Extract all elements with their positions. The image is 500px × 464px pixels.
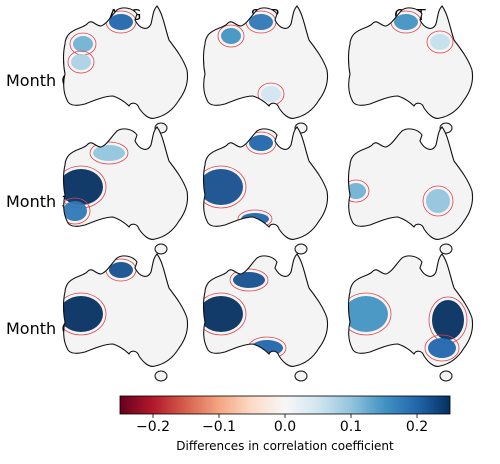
tasmania: [439, 370, 453, 382]
map-panel: [202, 126, 329, 255]
significance-contour: [348, 179, 370, 203]
australia-landmass: [348, 127, 473, 240]
significance-contour: [348, 292, 392, 336]
tasmania: [154, 243, 168, 255]
anomaly-region: [63, 169, 103, 205]
colorbar-ticks: −0.2 −0.1 0.0 0.1 0.2: [136, 414, 428, 435]
anomaly-region: [430, 34, 450, 50]
significance-contour: [426, 30, 454, 54]
colorbar: −0.2 −0.1 0.0 0.1 0.2 Differences in correla…: [119, 395, 451, 453]
anomaly-region: [348, 183, 366, 199]
anomaly-region: [203, 296, 243, 332]
colorbar-tick-label: 0.1: [340, 419, 362, 435]
colorbar-tick-label: −0.2: [136, 419, 170, 435]
anomaly-region: [394, 14, 418, 30]
map-panels: [62, 5, 474, 382]
anomaly-region: [233, 272, 265, 288]
significance-contour: [422, 185, 454, 217]
row-label: Month 3: [6, 192, 71, 211]
anomaly-layer: [63, 258, 137, 336]
map-panel: [62, 253, 189, 382]
significance-contour: [89, 141, 129, 165]
significance-contour: [203, 165, 247, 209]
tasmania: [439, 243, 453, 255]
significance-contour: [67, 50, 95, 74]
row-label: Month 6: [6, 319, 71, 338]
significance-contour: [203, 292, 247, 336]
tasmania: [294, 370, 308, 382]
significance-contour: [424, 334, 460, 362]
anomaly-layer: [390, 10, 454, 54]
tasmania: [154, 370, 168, 382]
colorbar-tick-label: 0.2: [406, 419, 428, 435]
anomaly-region: [109, 14, 133, 30]
anomaly-region: [63, 201, 87, 221]
anomaly-layer: [348, 292, 468, 362]
map-panel: [347, 5, 474, 134]
significance-contour: [217, 24, 245, 48]
anomaly-region: [426, 189, 450, 213]
map-panel: [347, 126, 474, 255]
anomaly-layer: [348, 179, 454, 217]
significance-contour: [63, 292, 107, 336]
map-panel: [62, 126, 189, 255]
anomaly-layer: [217, 10, 285, 106]
anomaly-region: [428, 338, 456, 358]
row-label: Month 0: [6, 71, 71, 90]
map-panel: [202, 253, 329, 382]
colorbar-gradient: [119, 395, 451, 415]
anomaly-region: [63, 296, 103, 332]
anomaly-region: [249, 14, 273, 30]
row-headers: Month 0 Month 3 Month 6: [6, 71, 71, 338]
anomaly-region: [71, 54, 91, 70]
significance-contour: [229, 268, 269, 292]
anomaly-region: [109, 262, 133, 278]
map-panel: [62, 5, 189, 134]
tasmania: [294, 243, 308, 255]
map-panel: [202, 5, 329, 134]
anomaly-region: [73, 36, 93, 52]
anomaly-region: [221, 28, 241, 44]
anomaly-layer: [63, 141, 129, 225]
anomaly-region: [203, 169, 243, 205]
anomaly-region: [261, 86, 281, 102]
significance-contour: [63, 197, 91, 225]
colorbar-tick-label: 0.0: [274, 419, 296, 435]
colorbar-tick-label: −0.1: [202, 419, 236, 435]
anomaly-region: [93, 145, 125, 161]
anomaly-region: [432, 300, 464, 340]
map-panel: [347, 253, 474, 382]
anomaly-region: [249, 135, 273, 151]
anomaly-region: [348, 296, 388, 332]
colorbar-label: Differences in correlation coefficient: [176, 439, 394, 453]
